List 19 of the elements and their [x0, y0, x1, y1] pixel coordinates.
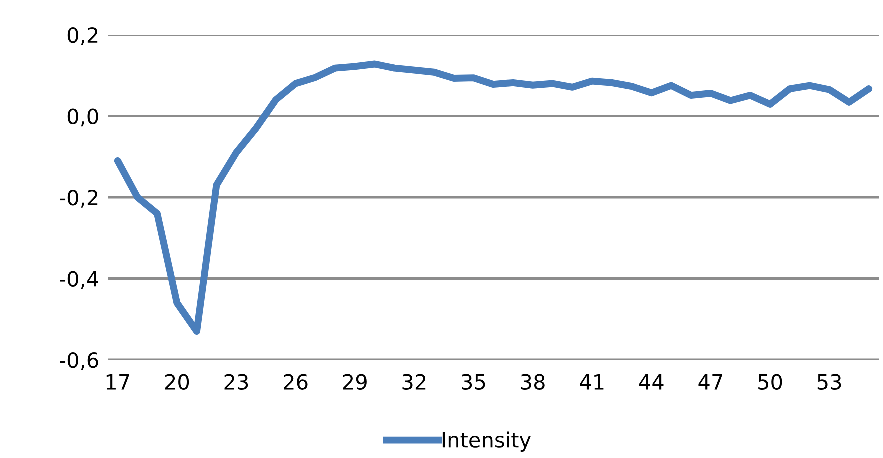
x-tick-label: 44 [639, 374, 664, 390]
x-tick-label: 23 [224, 374, 248, 390]
x-tick-label: 26 [284, 374, 308, 390]
y-tick-label: 0,0 [68, 108, 98, 127]
x-tick-label: 20 [165, 374, 190, 390]
y-tick-label: 0,2 [68, 27, 98, 46]
x-tick-label: 47 [698, 374, 722, 390]
x-tick-label: 53 [818, 374, 842, 390]
x-tick-label: 35 [462, 374, 486, 390]
y-tick-label: -0,2 [60, 190, 98, 208]
y-tick-label: -0,6 [60, 352, 98, 370]
x-tick-label: 32 [402, 374, 426, 390]
x-tick-label: 17 [106, 374, 130, 390]
x-tick-label: 41 [580, 374, 604, 390]
x-tick-label: 29 [343, 374, 367, 390]
x-tick-label: 38 [521, 374, 545, 390]
legend-label: Intensity [442, 432, 531, 452]
y-tick-label: -0,4 [60, 271, 98, 290]
x-tick-label: 50 [758, 374, 782, 390]
